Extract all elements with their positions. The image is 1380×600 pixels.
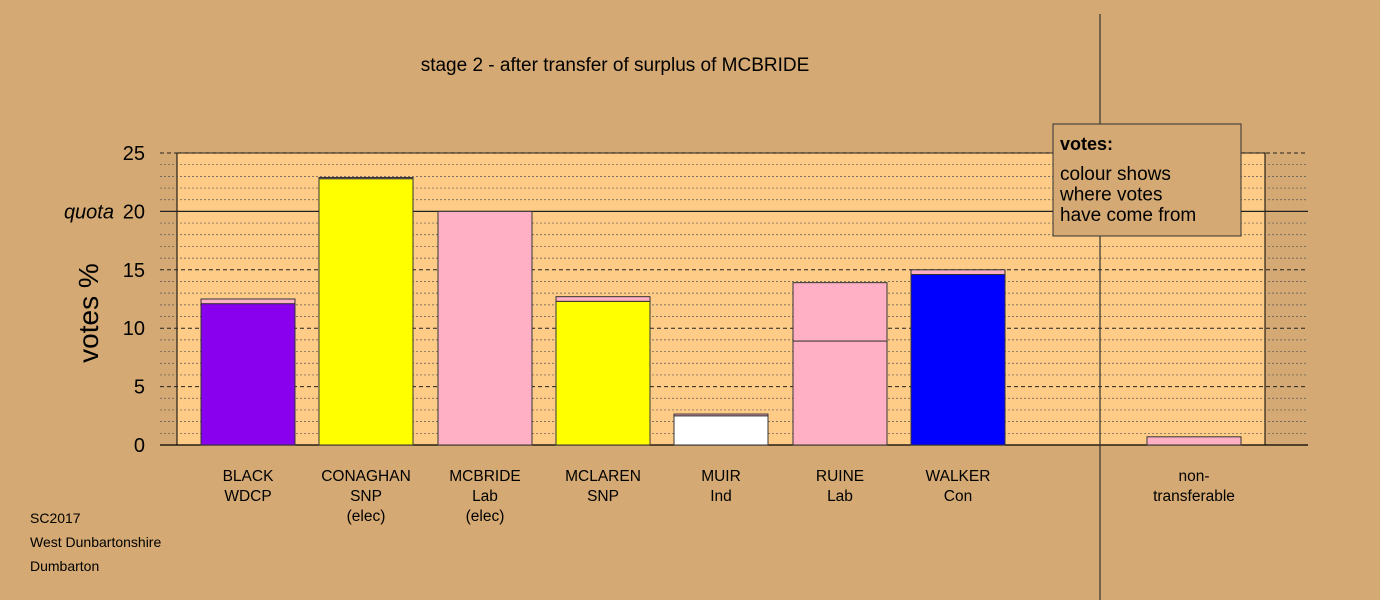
category-label: BLACK [223,468,274,485]
legend-title: votes: [1060,134,1113,154]
category-label: Lab [827,488,853,505]
legend-box [1052,123,1242,237]
category-label: Lab [472,488,498,505]
bar-segment [555,296,651,302]
category-label: transferable [1153,488,1235,505]
bar-segment [1146,436,1242,446]
footer-ward: Dumbarton [30,558,100,574]
footer: SC2017 West Dunbartonshire Dumbarton [30,506,161,578]
bar-segment [555,300,651,446]
bar-segment [437,210,533,446]
bar-segment [792,340,888,446]
y-tick-label: 25 [123,143,145,165]
legend-text: where votes [1059,185,1162,206]
bar-segment [318,178,414,446]
bar-segment [200,298,296,305]
category-label: RUINE [816,468,864,485]
category-label: SNP [587,488,619,505]
legend-text: have come from [1060,205,1196,226]
bar-segment [910,273,1006,446]
category-label: SNP [350,488,382,505]
bar-segment [910,269,1006,275]
y-tick-label: 0 [134,435,145,457]
bar-segment [673,415,769,446]
category-label: non- [1178,468,1209,485]
category-label: MCLAREN [565,468,641,485]
bar-segment [673,413,769,417]
y-axis-title: votes % [73,263,104,363]
category-label: Con [944,488,972,505]
y-tick-label: 20 [123,201,145,223]
bar-segment [200,303,296,446]
y-tick-label: 5 [134,377,145,399]
bar-segment [792,282,888,342]
category-label: MUIR [701,468,741,485]
quota-label: quota [64,201,114,223]
category-label: (elec) [466,508,505,525]
bar-segment [318,177,414,180]
footer-election: SC2017 [30,510,81,526]
y-tick-label: 15 [123,260,145,282]
category-label: MCBRIDE [449,468,520,485]
y-tick-label: 10 [123,318,145,340]
category-label: WALKER [926,468,991,485]
category-label: CONAGHAN [321,468,411,485]
category-label: (elec) [347,508,386,525]
chart-title: stage 2 - after transfer of surplus of M… [421,55,810,76]
category-label: WDCP [224,488,271,505]
category-label: Ind [710,488,732,505]
footer-council: West Dunbartonshire [30,534,162,550]
legend-text: colour shows [1060,164,1171,185]
